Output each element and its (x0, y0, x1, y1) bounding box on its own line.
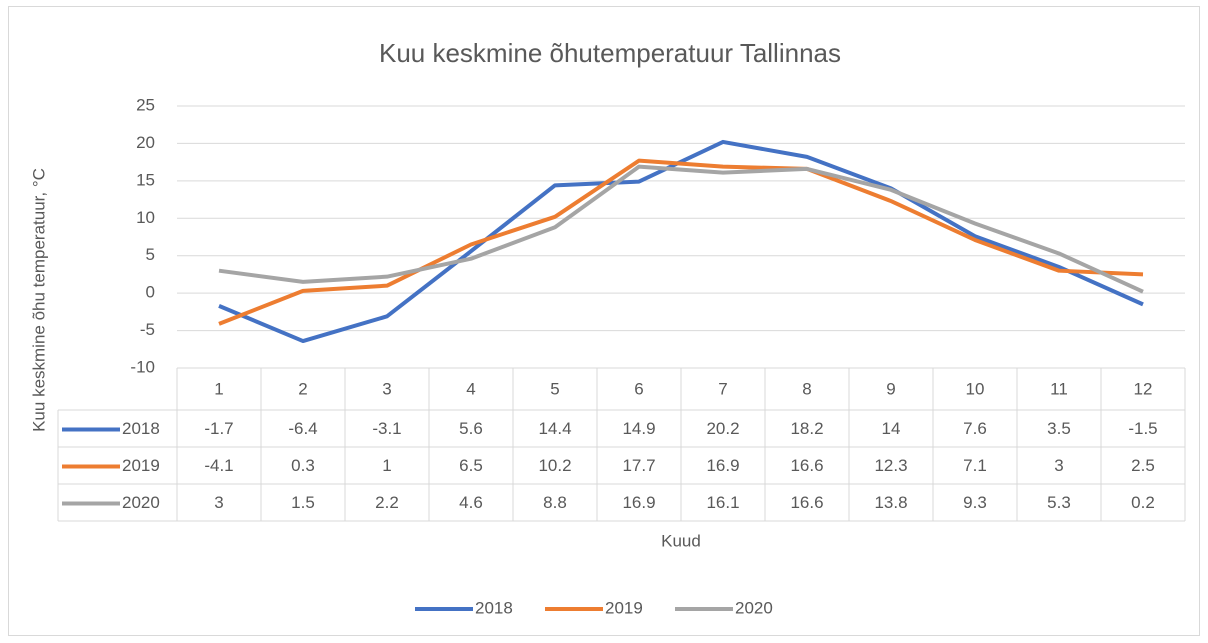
table-value: 2.2 (375, 493, 399, 512)
table-value: 13.8 (874, 493, 907, 512)
chart-border (8, 6, 1200, 636)
x-tick-label: 3 (382, 379, 391, 398)
table-series-name: 2019 (122, 456, 160, 475)
x-tick-label: 11 (1050, 379, 1068, 398)
table-value: 6.5 (459, 456, 483, 475)
y-tick-label: -5 (140, 320, 155, 339)
table-value: 16.9 (706, 456, 739, 475)
x-tick-label: 6 (634, 379, 643, 398)
table-value: 2.5 (1131, 456, 1155, 475)
data-line (218, 158, 1144, 326)
table-value: -1.5 (1128, 419, 1157, 438)
x-tick-label: 8 (802, 379, 811, 398)
table-value: 14.9 (622, 419, 655, 438)
legend-label: 2019 (605, 598, 643, 617)
table-value: 18.2 (790, 419, 823, 438)
table-value: 20.2 (706, 419, 739, 438)
y-axis-label: Kuu keskmine õhu temperatuur, °C (29, 168, 48, 432)
table-value: 5.6 (459, 419, 483, 438)
y-tick-label: 15 (136, 170, 155, 189)
y-tick-label: 5 (146, 245, 155, 264)
x-tick-label: 12 (1134, 379, 1153, 398)
table-value: 12.3 (874, 456, 907, 475)
x-tick-label: 1 (214, 379, 223, 398)
y-tick-label: 10 (136, 208, 155, 227)
table-value: 16.6 (790, 456, 823, 475)
y-tick-label: -10 (130, 357, 155, 376)
table-series-name: 2018 (122, 419, 160, 438)
legend-label: 2020 (735, 598, 773, 617)
data-line (218, 164, 1144, 294)
x-tick-label: 2 (298, 379, 307, 398)
table-value: 7.6 (963, 419, 987, 438)
table-value: 16.6 (790, 493, 823, 512)
table-value: 14.4 (538, 419, 571, 438)
table-value: -4.1 (204, 456, 233, 475)
x-tick-label: 4 (466, 379, 475, 398)
table-value: 9.3 (963, 493, 987, 512)
table-value: 3 (214, 493, 223, 512)
table-value: 1 (382, 456, 391, 475)
table-value: 3 (1054, 456, 1063, 475)
table-value: -3.1 (372, 419, 401, 438)
table-value: 16.9 (622, 493, 655, 512)
table-value: 8.8 (543, 493, 567, 512)
table-value: 17.7 (622, 456, 655, 475)
table-value: 4.6 (459, 493, 483, 512)
x-tick-label: 9 (886, 379, 895, 398)
table-series-name: 2020 (122, 493, 160, 512)
x-tick-label: 7 (718, 379, 727, 398)
y-tick-label: 20 (136, 133, 155, 152)
legend-label: 2018 (475, 598, 513, 617)
table-value: 10.2 (538, 456, 571, 475)
table-value: 16.1 (706, 493, 739, 512)
chart-title: Kuu keskmine õhutemperatuur Tallinnas (379, 38, 841, 68)
table-value: -6.4 (288, 419, 317, 438)
y-tick-label: 0 (146, 283, 155, 302)
table-value: 5.3 (1047, 493, 1071, 512)
x-axis-label: Kuud (661, 531, 701, 550)
table-value: -1.7 (204, 419, 233, 438)
x-tick-label: 10 (966, 379, 985, 398)
table-value: 7.1 (963, 456, 987, 475)
table-value: 14 (882, 419, 901, 438)
table-value: 0.2 (1131, 493, 1155, 512)
table-value: 0.3 (291, 456, 315, 475)
x-tick-label: 5 (550, 379, 559, 398)
table-value: 1.5 (291, 493, 315, 512)
table-value: 3.5 (1047, 419, 1071, 438)
y-tick-label: 25 (136, 95, 155, 114)
